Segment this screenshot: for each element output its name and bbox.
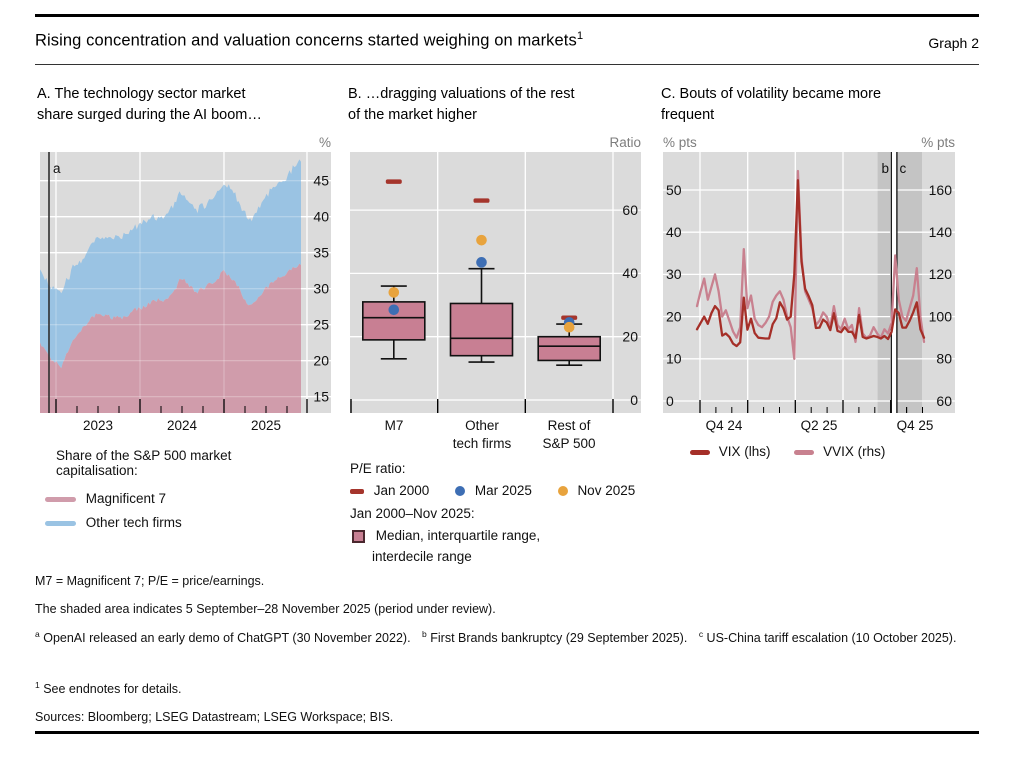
footnote-endnote: 1 See endnotes for details.: [35, 680, 182, 697]
panel-b-category-m7: M7: [384, 418, 404, 433]
panel-b-legend-points-row: Jan 2000 Mar 2025 Nov 2025: [350, 483, 635, 498]
svg-text:60: 60: [936, 393, 952, 409]
panel-c-xtick-q2-25: Q2 25: [800, 418, 838, 433]
panel-b-unit-label: Ratio: [609, 135, 641, 150]
svg-text:15: 15: [313, 389, 329, 405]
svg-text:45: 45: [313, 173, 329, 189]
svg-text:25: 25: [313, 317, 329, 333]
panel-c-title: C. Bouts of volatility became more frequ…: [661, 86, 882, 123]
footnote-abc: a OpenAI released an early demo of ChatG…: [35, 629, 957, 646]
jan-2000-dash-swatch-icon: [350, 489, 364, 494]
nov-2025-dot-swatch-icon: [557, 486, 568, 497]
panel-b-legend-item-box: Median, interquartile range,: [352, 528, 540, 543]
footnote-shaded-area: The shaded area indicates 5 September–28…: [35, 602, 496, 616]
panel-b-legend-item-box-line2: interdecile range: [372, 549, 472, 564]
svg-text:120: 120: [929, 266, 953, 282]
panel-b-legend-heading-pe: P/E ratio:: [350, 461, 406, 476]
svg-text:30: 30: [313, 281, 329, 297]
panel-a-unit-label: %: [318, 135, 331, 150]
svg-text:100: 100: [929, 308, 953, 324]
vvix-line-swatch-icon: [794, 450, 815, 455]
svg-text:140: 140: [929, 224, 953, 240]
box-range-swatch-icon: [352, 529, 365, 543]
sources-line: Sources: Bloomberg; LSEG Datastream; LSE…: [35, 710, 394, 724]
panel-c-xtick-q4-24: Q4 24: [705, 418, 743, 433]
panel-a-xtick-2024: 2024: [166, 418, 198, 433]
svg-text:b: b: [881, 161, 889, 176]
panel-a-xtick-2025: 2025: [250, 418, 282, 433]
svg-text:c: c: [900, 161, 907, 176]
svg-text:35: 35: [313, 245, 329, 261]
svg-text:a: a: [53, 161, 61, 176]
panel-a-area-chart: a 15 20 25 30 35 40 45: [40, 152, 331, 413]
panel-b-box-plot: 0 20 40 60: [350, 152, 641, 413]
panel-c-legend: VIX (lhs) VVIX (rhs): [690, 444, 885, 459]
other-tech-line-swatch-icon: [45, 521, 76, 526]
panel-a-legend-heading: Share of the S&P 500 market capitalisati…: [56, 448, 232, 478]
footnote-marker-a: a: [35, 629, 40, 639]
panel-b-legend-heading-range: Jan 2000–Nov 2025:: [350, 506, 475, 521]
svg-text:20: 20: [666, 308, 682, 324]
panel-b-title: B. …dragging valuations of the rest of t…: [348, 86, 575, 123]
graph-number: Graph 2: [928, 34, 979, 51]
footnote-marker-b: b: [422, 629, 427, 639]
title-divider-rule: [35, 64, 979, 65]
svg-text:60: 60: [622, 202, 638, 218]
panel-c-line-chart: b c 0 10 20 30 40 50 60 80 100 120 140 160: [663, 152, 955, 413]
svg-text:40: 40: [666, 224, 682, 240]
mar-2025-dot-swatch-icon: [455, 486, 466, 497]
magnificent7-line-swatch-icon: [45, 497, 76, 502]
figure-title-footnote-marker: 1: [576, 30, 584, 42]
figure-title: Rising concentration and valuation conce…: [35, 30, 583, 51]
vix-line-swatch-icon: [690, 450, 710, 455]
svg-text:30: 30: [666, 266, 682, 282]
bottom-rule: [35, 731, 979, 734]
top-rule: [35, 14, 979, 17]
panel-c-unit-label-right: % pts: [921, 135, 955, 150]
panel-a-legend-item-other-tech: Other tech firms: [45, 515, 182, 530]
panel-a-legend-item-m7: Magnificent 7: [45, 491, 166, 506]
figure-title-text: Rising concentration and valuation conce…: [35, 31, 577, 50]
panel-b-category-rest-sp500: Rest of S&P 500: [542, 418, 596, 452]
svg-text:40: 40: [622, 265, 638, 281]
svg-text:20: 20: [622, 329, 638, 345]
footnote-definitions: M7 = Magnificent 7; P/E = price/earnings…: [35, 574, 265, 588]
svg-text:50: 50: [666, 182, 682, 198]
panel-a-title: A. The technology sector market share su…: [37, 86, 262, 123]
panel-a-xtick-2023: 2023: [82, 418, 114, 433]
svg-text:0: 0: [630, 392, 638, 408]
footnote-marker-c: c: [698, 629, 704, 639]
panel-b-category-other-tech: Other tech firms: [452, 418, 512, 452]
svg-text:20: 20: [313, 353, 329, 369]
footnote-marker-1: 1: [35, 680, 40, 690]
panel-c-xtick-q4-25: Q4 25: [896, 418, 934, 433]
svg-text:10: 10: [666, 351, 682, 367]
svg-text:160: 160: [929, 182, 953, 198]
svg-text:40: 40: [313, 209, 329, 225]
svg-text:80: 80: [936, 351, 952, 367]
svg-text:0: 0: [666, 393, 674, 409]
panel-c-unit-label-left: % pts: [663, 135, 697, 150]
